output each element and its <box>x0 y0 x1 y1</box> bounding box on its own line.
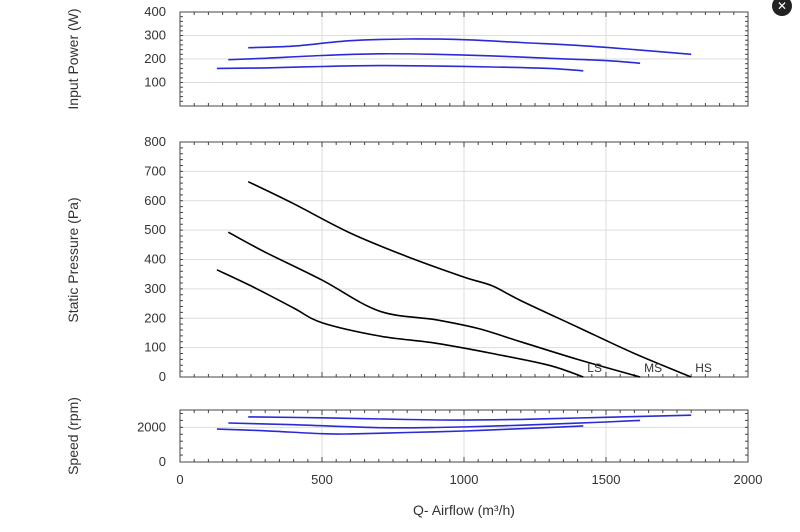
y-axis-title: Input Power (W) <box>65 8 81 109</box>
x-tick-label: 500 <box>311 472 333 487</box>
series-line <box>216 425 584 435</box>
y-tick-label: 300 <box>144 28 166 43</box>
series-label: HS <box>695 361 712 375</box>
y-tick-label: 300 <box>144 281 166 296</box>
series-line <box>227 231 641 378</box>
series-line <box>228 419 641 429</box>
y-tick-label: 2000 <box>137 419 166 434</box>
x-tick-label: 0 <box>176 472 183 487</box>
y-tick-label: 800 <box>144 134 166 149</box>
y-tick-label: 200 <box>144 310 166 325</box>
y-tick-label: 0 <box>159 454 166 469</box>
series-line <box>216 269 584 378</box>
y-tick-label: 500 <box>144 222 166 237</box>
series-label: LS <box>587 361 602 375</box>
x-tick-label: 1000 <box>450 472 479 487</box>
y-axis-title: Speed (rpm) <box>65 397 81 475</box>
y-tick-label: 0 <box>159 369 166 384</box>
series-line <box>216 64 584 72</box>
y-axis-title: Static Pressure (Pa) <box>65 197 81 322</box>
x-tick-label: 1500 <box>592 472 621 487</box>
y-tick-label: 200 <box>144 51 166 66</box>
series-label: MS <box>644 361 662 375</box>
close-icon[interactable]: ✕ <box>772 0 792 16</box>
x-axis-title: Q- Airflow (m³/h) <box>413 502 515 518</box>
y-tick-label: 100 <box>144 340 166 355</box>
series-line <box>247 180 692 378</box>
y-tick-label: 600 <box>144 193 166 208</box>
y-tick-label: 100 <box>144 75 166 90</box>
y-tick-label: 400 <box>144 252 166 267</box>
series-line <box>248 414 692 421</box>
series-line <box>228 52 641 64</box>
x-tick-label: 2000 <box>734 472 763 487</box>
series-line <box>248 38 692 56</box>
y-tick-label: 700 <box>144 163 166 178</box>
y-tick-label: 400 <box>144 4 166 19</box>
